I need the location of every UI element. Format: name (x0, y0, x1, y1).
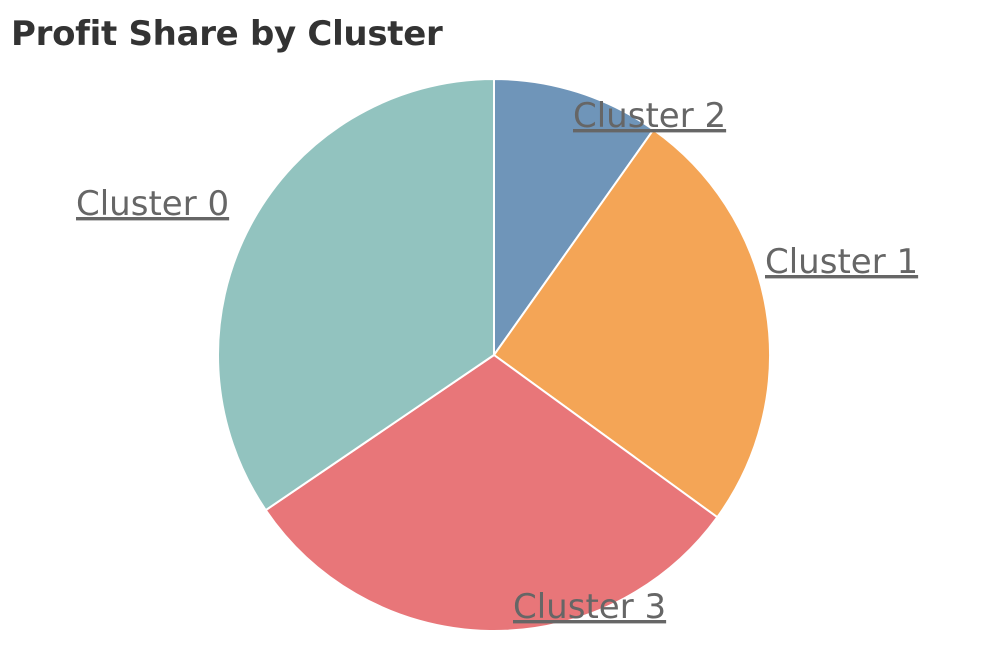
pie-label-cluster-0[interactable]: Cluster 0 (76, 184, 229, 224)
pie-label-cluster-3[interactable]: Cluster 3 (513, 587, 666, 627)
pie-slice-cluster-3[interactable] (264, 353, 719, 632)
pie-labels: Cluster 2 Cluster 1 Cluster 3 Cluster 0 (76, 96, 918, 627)
pie-slices (217, 77, 771, 632)
pie-slice-cluster-2[interactable] (493, 77, 655, 359)
pie-label-cluster-1[interactable]: Cluster 1 (765, 242, 918, 282)
chart-title: Profit Share by Cluster (11, 14, 443, 54)
pie-slice-cluster-1[interactable] (492, 128, 771, 519)
pie-label-cluster-2[interactable]: Cluster 2 (573, 96, 726, 136)
pie-slice-cluster-0[interactable] (217, 77, 495, 512)
